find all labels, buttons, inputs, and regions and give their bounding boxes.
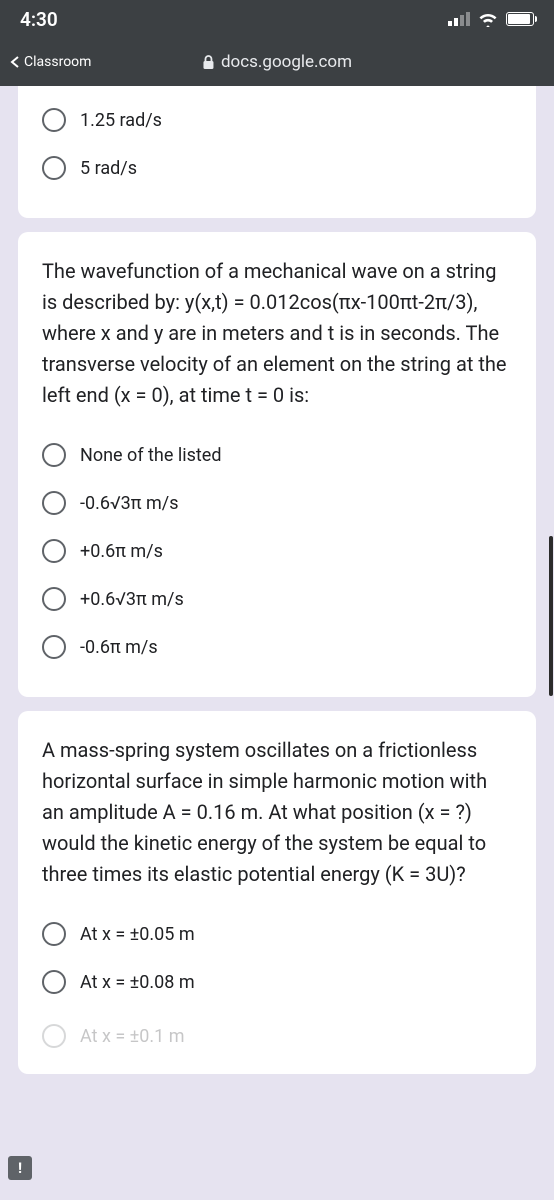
option-label: +0.6π m/s <box>80 541 163 562</box>
radio-option[interactable]: -0.6√3π m/s <box>42 479 512 527</box>
battery-icon <box>506 12 534 26</box>
radio-option[interactable]: +0.6√3π m/s <box>42 575 512 623</box>
option-label: 5 rad/s <box>80 158 137 179</box>
question-card-3: A mass-spring system oscillates on a fri… <box>18 711 536 1074</box>
radio-icon <box>42 108 66 132</box>
radio-option-partial[interactable]: At x = ±0.1 m <box>42 1006 512 1048</box>
scrollbar-thumb[interactable] <box>549 536 553 696</box>
option-label: +0.6√3π m/s <box>80 589 184 610</box>
status-bar: 4:30 <box>0 0 554 38</box>
radio-icon <box>42 491 66 515</box>
option-label: None of the listed <box>80 445 222 466</box>
alert-icon: ! <box>18 1159 22 1177</box>
option-label: -0.6√3π m/s <box>80 493 179 514</box>
radio-icon <box>42 922 66 946</box>
radio-icon <box>42 635 66 659</box>
radio-option[interactable]: +0.6π m/s <box>42 527 512 575</box>
back-chevron-icon <box>10 56 20 68</box>
radio-icon <box>42 970 66 994</box>
question-text: The wavefunction of a mechanical wave on… <box>42 256 512 411</box>
back-to-app[interactable]: Classroom <box>0 54 91 70</box>
option-label: 1.25 rad/s <box>80 110 162 131</box>
question-card-2: The wavefunction of a mechanical wave on… <box>18 232 536 697</box>
alert-badge[interactable]: ! <box>8 1156 32 1180</box>
radio-option[interactable]: None of the listed <box>42 431 512 479</box>
scrollbar-track[interactable] <box>548 86 554 1200</box>
back-app-label: Classroom <box>24 54 91 70</box>
radio-icon <box>42 1024 66 1048</box>
option-label: At x = ±0.05 m <box>80 924 195 945</box>
radio-icon <box>42 443 66 467</box>
url-text: docs.google.com <box>221 52 352 72</box>
lock-icon <box>202 55 215 70</box>
radio-icon <box>42 587 66 611</box>
radio-icon <box>42 156 66 180</box>
radio-option[interactable]: 1.25 rad/s <box>42 96 512 144</box>
status-time: 4:30 <box>20 8 58 31</box>
browser-nav-bar: Classroom docs.google.com <box>0 38 554 86</box>
url-bar[interactable]: docs.google.com <box>202 52 352 72</box>
radio-option[interactable]: At x = ±0.05 m <box>42 910 512 958</box>
radio-icon <box>42 539 66 563</box>
option-label: -0.6π m/s <box>80 637 158 658</box>
option-label: At x = ±0.1 m <box>80 1026 185 1047</box>
form-content: 1.25 rad/s 5 rad/s The wavefunction of a… <box>0 86 554 1200</box>
radio-option[interactable]: 5 rad/s <box>42 144 512 192</box>
radio-option[interactable]: -0.6π m/s <box>42 623 512 671</box>
option-label: At x = ±0.08 m <box>80 972 195 993</box>
cellular-icon <box>448 12 470 26</box>
wifi-icon <box>478 12 498 27</box>
question-text: A mass-spring system oscillates on a fri… <box>42 735 512 890</box>
radio-option[interactable]: At x = ±0.08 m <box>42 958 512 1006</box>
status-right <box>448 12 534 27</box>
question-card-1: 1.25 rad/s 5 rad/s <box>18 86 536 218</box>
